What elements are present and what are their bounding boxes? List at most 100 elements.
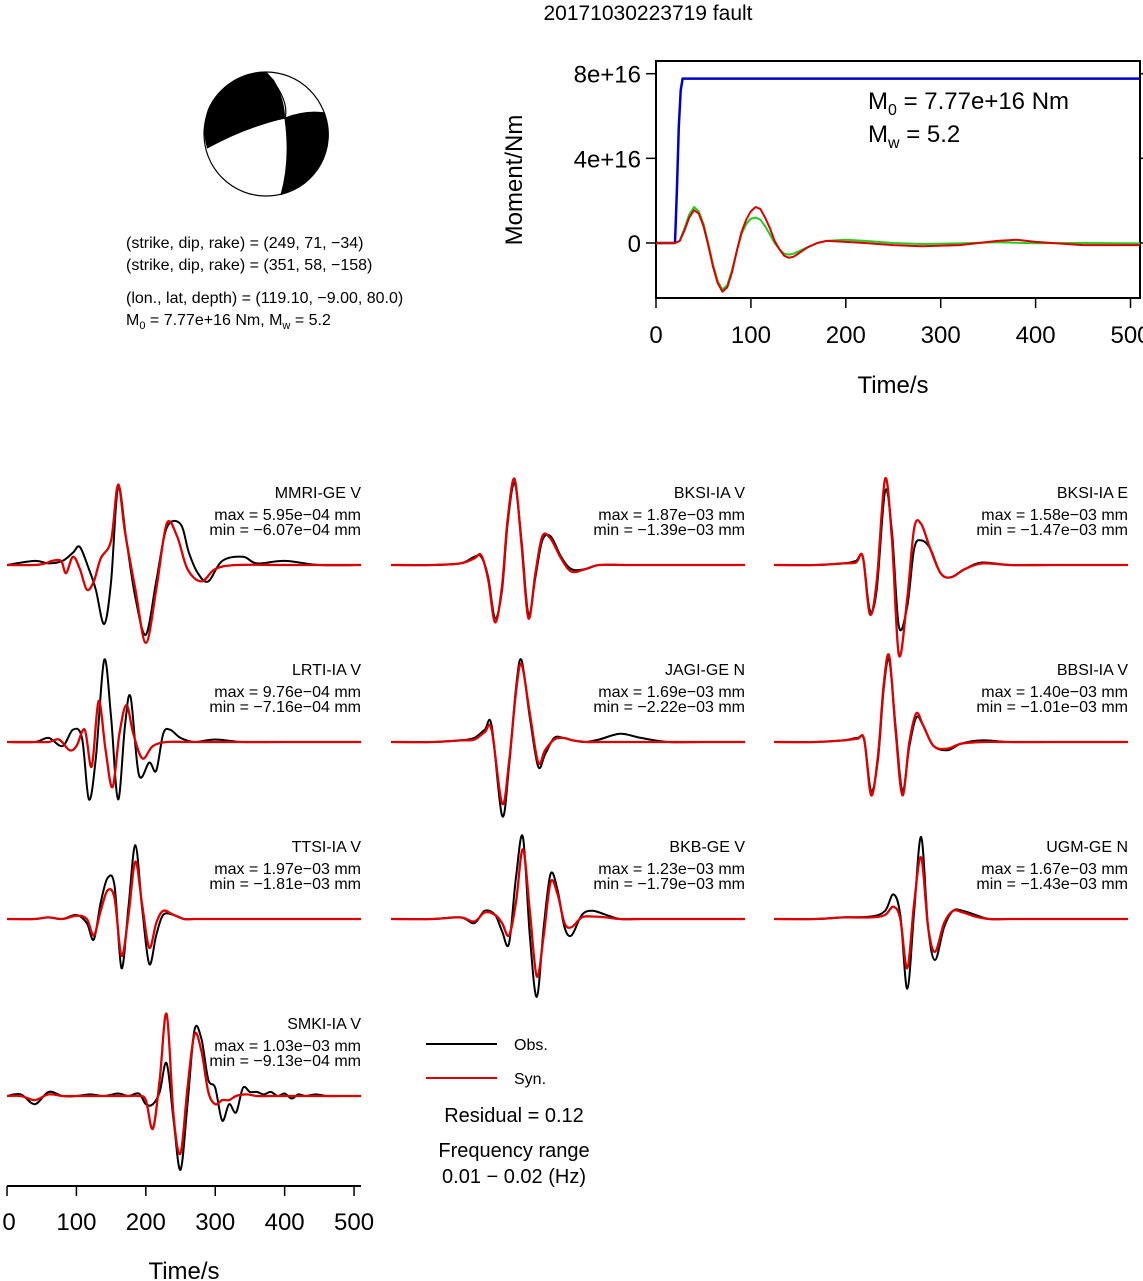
- min-amplitude-label: min = −1.43e−03 mm: [976, 876, 1128, 893]
- max-amplitude-label: max = 1.03e−03 mm: [214, 1038, 361, 1055]
- waveform-x-tick-label: 100: [56, 1209, 96, 1236]
- moment-y-tick-label: 8e+16: [574, 62, 641, 89]
- moment-x-tick-label: 400: [1016, 322, 1056, 349]
- np1-line: (strike, dip, rake) = (249, 71, −34): [126, 235, 363, 252]
- moment-annotation-m0: M0 = 7.77e+16 Nm: [868, 88, 1069, 119]
- min-amplitude-label: min = −1.47e−03 mm: [976, 522, 1128, 539]
- min-amplitude-label: min = −2.22e−03 mm: [593, 699, 745, 716]
- max-amplitude-label: max = 1.23e−03 mm: [598, 861, 745, 878]
- min-amplitude-label: min = −7.16e−04 mm: [209, 699, 361, 716]
- frequency-range: 0.01 − 0.02 (Hz): [442, 1166, 586, 1188]
- min-amplitude-label: min = −1.01e−03 mm: [976, 699, 1128, 716]
- synthetic-trace: [390, 662, 745, 806]
- max-amplitude-label: max = 1.58e−03 mm: [981, 507, 1128, 524]
- waveform-x-tick-label: 500: [334, 1209, 374, 1236]
- station-label: UGM-GE N: [1046, 839, 1128, 856]
- moment-m0-sub: 0: [888, 102, 897, 119]
- m0-mid: = 7.77e+16 Nm, M: [145, 312, 282, 329]
- waveform-xlabel: Time/s: [148, 1258, 219, 1281]
- beachball: [203, 71, 329, 197]
- max-amplitude-label: max = 1.69e−03 mm: [598, 684, 745, 701]
- observed-trace: [390, 834, 745, 998]
- synthetic-trace: [773, 856, 1128, 970]
- synthetic-trace: [6, 860, 361, 958]
- max-amplitude-label: max = 1.97e−03 mm: [214, 861, 361, 878]
- station-label: BBSI-IA V: [1057, 662, 1128, 679]
- station-label: MMRI-GE V: [275, 485, 362, 502]
- beachball-compression-1: [204, 71, 285, 148]
- moment-rate-red-line: [655, 206, 1140, 293]
- max-amplitude-label: max = 1.87e−03 mm: [598, 507, 745, 524]
- station-label: BKSI-IA V: [674, 485, 745, 502]
- max-amplitude-label: max = 9.76e−04 mm: [214, 684, 361, 701]
- legend-syn-label: Syn.: [514, 1071, 546, 1088]
- moment-annotation-mw: Mw = 5.2: [868, 121, 960, 152]
- station-label: SMKI-IA V: [287, 1016, 361, 1033]
- min-amplitude-label: min = −9.13e−04 mm: [209, 1053, 361, 1070]
- station-label: BKB-GE V: [669, 839, 745, 856]
- np2-line: (strike, dip, rake) = (351, 58, −158): [126, 257, 372, 274]
- legend-obs-label: Obs.: [514, 1037, 548, 1054]
- observed-trace: [6, 658, 361, 801]
- moment-mw-sub: w: [887, 135, 900, 152]
- synthetic-trace: [6, 699, 361, 789]
- magnitude-line: M0 = 7.77e+16 Nm, Mw = 5.2: [126, 312, 331, 332]
- moment-x-tick-label: 100: [731, 322, 771, 349]
- m0-sub: 0: [139, 320, 145, 332]
- waveform-x-tick-label: 0: [2, 1209, 15, 1236]
- station-label: TTSI-IA V: [292, 839, 362, 856]
- synthetic-trace: [773, 477, 1128, 658]
- observed-trace: [6, 1024, 361, 1171]
- moment-x-tick-label: 500: [1110, 322, 1143, 349]
- moment-mw-prefix: M: [868, 121, 888, 148]
- moment-y-tick-label: 0: [628, 231, 641, 258]
- station-label: JAGI-GE N: [665, 662, 745, 679]
- observed-trace: [390, 658, 745, 818]
- moment-ylabel: Moment/Nm: [501, 115, 528, 246]
- moment-x-tick-label: 200: [826, 322, 866, 349]
- moment-m0-prefix: M: [868, 88, 888, 115]
- max-amplitude-label: max = 1.67e−03 mm: [981, 861, 1128, 878]
- moment-x-tick-label: 300: [921, 322, 961, 349]
- moment-xlabel: Time/s: [857, 372, 928, 399]
- station-label: BKSI-IA E: [1057, 485, 1128, 502]
- mw-suffix: = 5.2: [290, 312, 331, 329]
- station-label: LRTI-IA V: [292, 662, 361, 679]
- waveform-x-tick-label: 300: [195, 1209, 235, 1236]
- min-amplitude-label: min = −6.07e−04 mm: [209, 522, 361, 539]
- frequency-title: Frequency range: [438, 1140, 589, 1162]
- m0-prefix: M: [126, 312, 139, 329]
- max-amplitude-label: max = 5.95e−04 mm: [214, 507, 361, 524]
- synthetic-trace: [773, 653, 1128, 797]
- min-amplitude-label: min = −1.39e−03 mm: [593, 522, 745, 539]
- max-amplitude-label: max = 1.40e−03 mm: [981, 684, 1128, 701]
- moment-m0-value: = 7.77e+16 Nm: [897, 88, 1069, 115]
- moment-x-tick-label: 0: [649, 322, 662, 349]
- residual-label: Residual = 0.12: [444, 1105, 584, 1127]
- beachball-nodal-line-2: [265, 71, 288, 196]
- moment-y-tick-label: 4e+16: [574, 146, 641, 173]
- observed-trace: [390, 481, 745, 620]
- moment-axes: 0 100 200 300 400 500 0 4e+16 8e+16: [574, 62, 1143, 349]
- legend: Obs. Syn. Residual = 0.12 Frequency rang…: [426, 1037, 590, 1188]
- moment-lines: [655, 77, 1141, 293]
- beachball-compression-2: [281, 112, 329, 195]
- synthetic-trace: [390, 477, 745, 624]
- min-amplitude-label: min = −1.81e−03 mm: [209, 876, 361, 893]
- synthetic-trace: [390, 848, 745, 978]
- synthetic-trace: [6, 1012, 361, 1156]
- mw-sub: w: [281, 320, 290, 332]
- moment-plot-frame: [655, 60, 1141, 299]
